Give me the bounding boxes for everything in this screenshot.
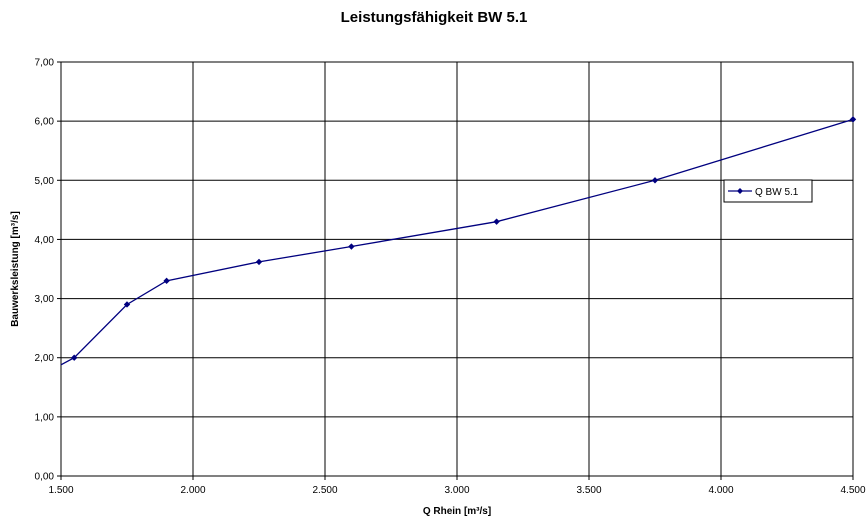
data-point-marker xyxy=(255,258,263,266)
y-tick-label: 5,00 xyxy=(35,176,55,187)
data-point-marker xyxy=(651,177,659,184)
y-tick-label: 2,00 xyxy=(35,353,55,364)
y-tick-label: 6,00 xyxy=(35,117,55,128)
legend-label: Q BW 5.1 xyxy=(755,187,799,198)
grid-lines xyxy=(60,61,854,477)
y-tick-label: 3,00 xyxy=(35,294,55,305)
data-point-marker xyxy=(71,354,78,361)
x-tick-label: 3.500 xyxy=(576,485,601,496)
y-tick-label: 0,00 xyxy=(35,472,55,483)
data-point-marker xyxy=(849,116,857,123)
legend-box xyxy=(723,179,813,203)
x-tick-label: 1.500 xyxy=(48,485,73,496)
x-tick-label: 4.500 xyxy=(840,485,865,496)
x-tick-label: 4.000 xyxy=(708,485,733,496)
legend-marker-icon xyxy=(737,188,743,194)
axis-ticks: 0,00 1,00 2,00 3,00 4,00 5,00 6,00 7,00 1.500 2.0… xyxy=(35,58,866,497)
x-tick-label: 2.000 xyxy=(180,485,205,496)
data-point-marker xyxy=(123,301,131,308)
series-layer xyxy=(60,116,857,366)
data-point-marker xyxy=(163,277,170,285)
y-tick-label: 7,00 xyxy=(35,58,55,69)
legend: Q BW 5.1 xyxy=(723,179,813,203)
chart-title: Leistungsfähigkeit BW 5.1 xyxy=(341,9,528,26)
x-tick-label: 3.000 xyxy=(444,485,469,496)
y-tick-label: 4,00 xyxy=(35,235,55,246)
x-tick-label: 2.500 xyxy=(312,485,337,496)
x-axis-label: Q Rhein [m³/s] xyxy=(423,506,491,517)
y-tick-label: 1,00 xyxy=(35,412,55,423)
data-point-marker xyxy=(348,243,355,250)
y-axis-label: Bauwerksleistung [m³/s] xyxy=(10,211,21,327)
data-point-marker xyxy=(493,218,500,225)
